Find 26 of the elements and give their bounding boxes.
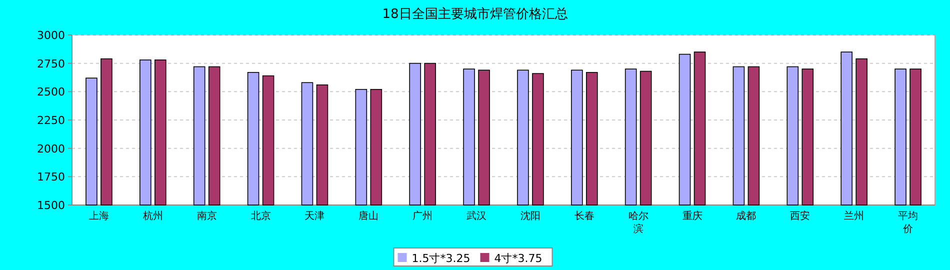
x-tick-label: 天津 xyxy=(304,210,325,222)
x-tick-label: 沈阳 xyxy=(520,210,540,222)
legend-label: 1.5寸*3.25 xyxy=(412,252,470,265)
x-tick-label: 上海 xyxy=(88,210,109,222)
x-tick-label: 唐山 xyxy=(358,210,379,222)
y-tick-label: 3000 xyxy=(37,29,65,42)
x-tick-label: 哈尔滨 xyxy=(628,210,648,235)
y-tick-label: 2250 xyxy=(37,114,65,127)
x-tick-label: 兰州 xyxy=(844,210,864,222)
x-tick-label: 杭州 xyxy=(142,210,163,222)
x-tick-label: 长春 xyxy=(574,210,594,222)
chart-title: 18日全国主要城市焊管价格汇总 xyxy=(382,6,568,22)
x-tick-label: 西安 xyxy=(790,210,810,222)
x-tick-label: 武汉 xyxy=(466,210,487,222)
legend-label: 4寸*3.75 xyxy=(494,252,542,265)
y-tick-label: 2000 xyxy=(37,142,65,156)
y-tick-label: 2500 xyxy=(37,86,65,99)
x-tick-label: 南京 xyxy=(196,210,217,222)
y-tick-label: 2750 xyxy=(37,57,65,70)
x-tick-label: 北京 xyxy=(250,210,271,222)
x-tick-label: 广州 xyxy=(412,210,433,222)
x-tick-label: 成都 xyxy=(736,210,756,222)
y-tick-label: 1500 xyxy=(37,199,65,212)
x-tick-label: 平均价 xyxy=(898,210,918,235)
y-tick-label: 1750 xyxy=(37,170,65,184)
x-tick-label: 重庆 xyxy=(682,210,702,222)
